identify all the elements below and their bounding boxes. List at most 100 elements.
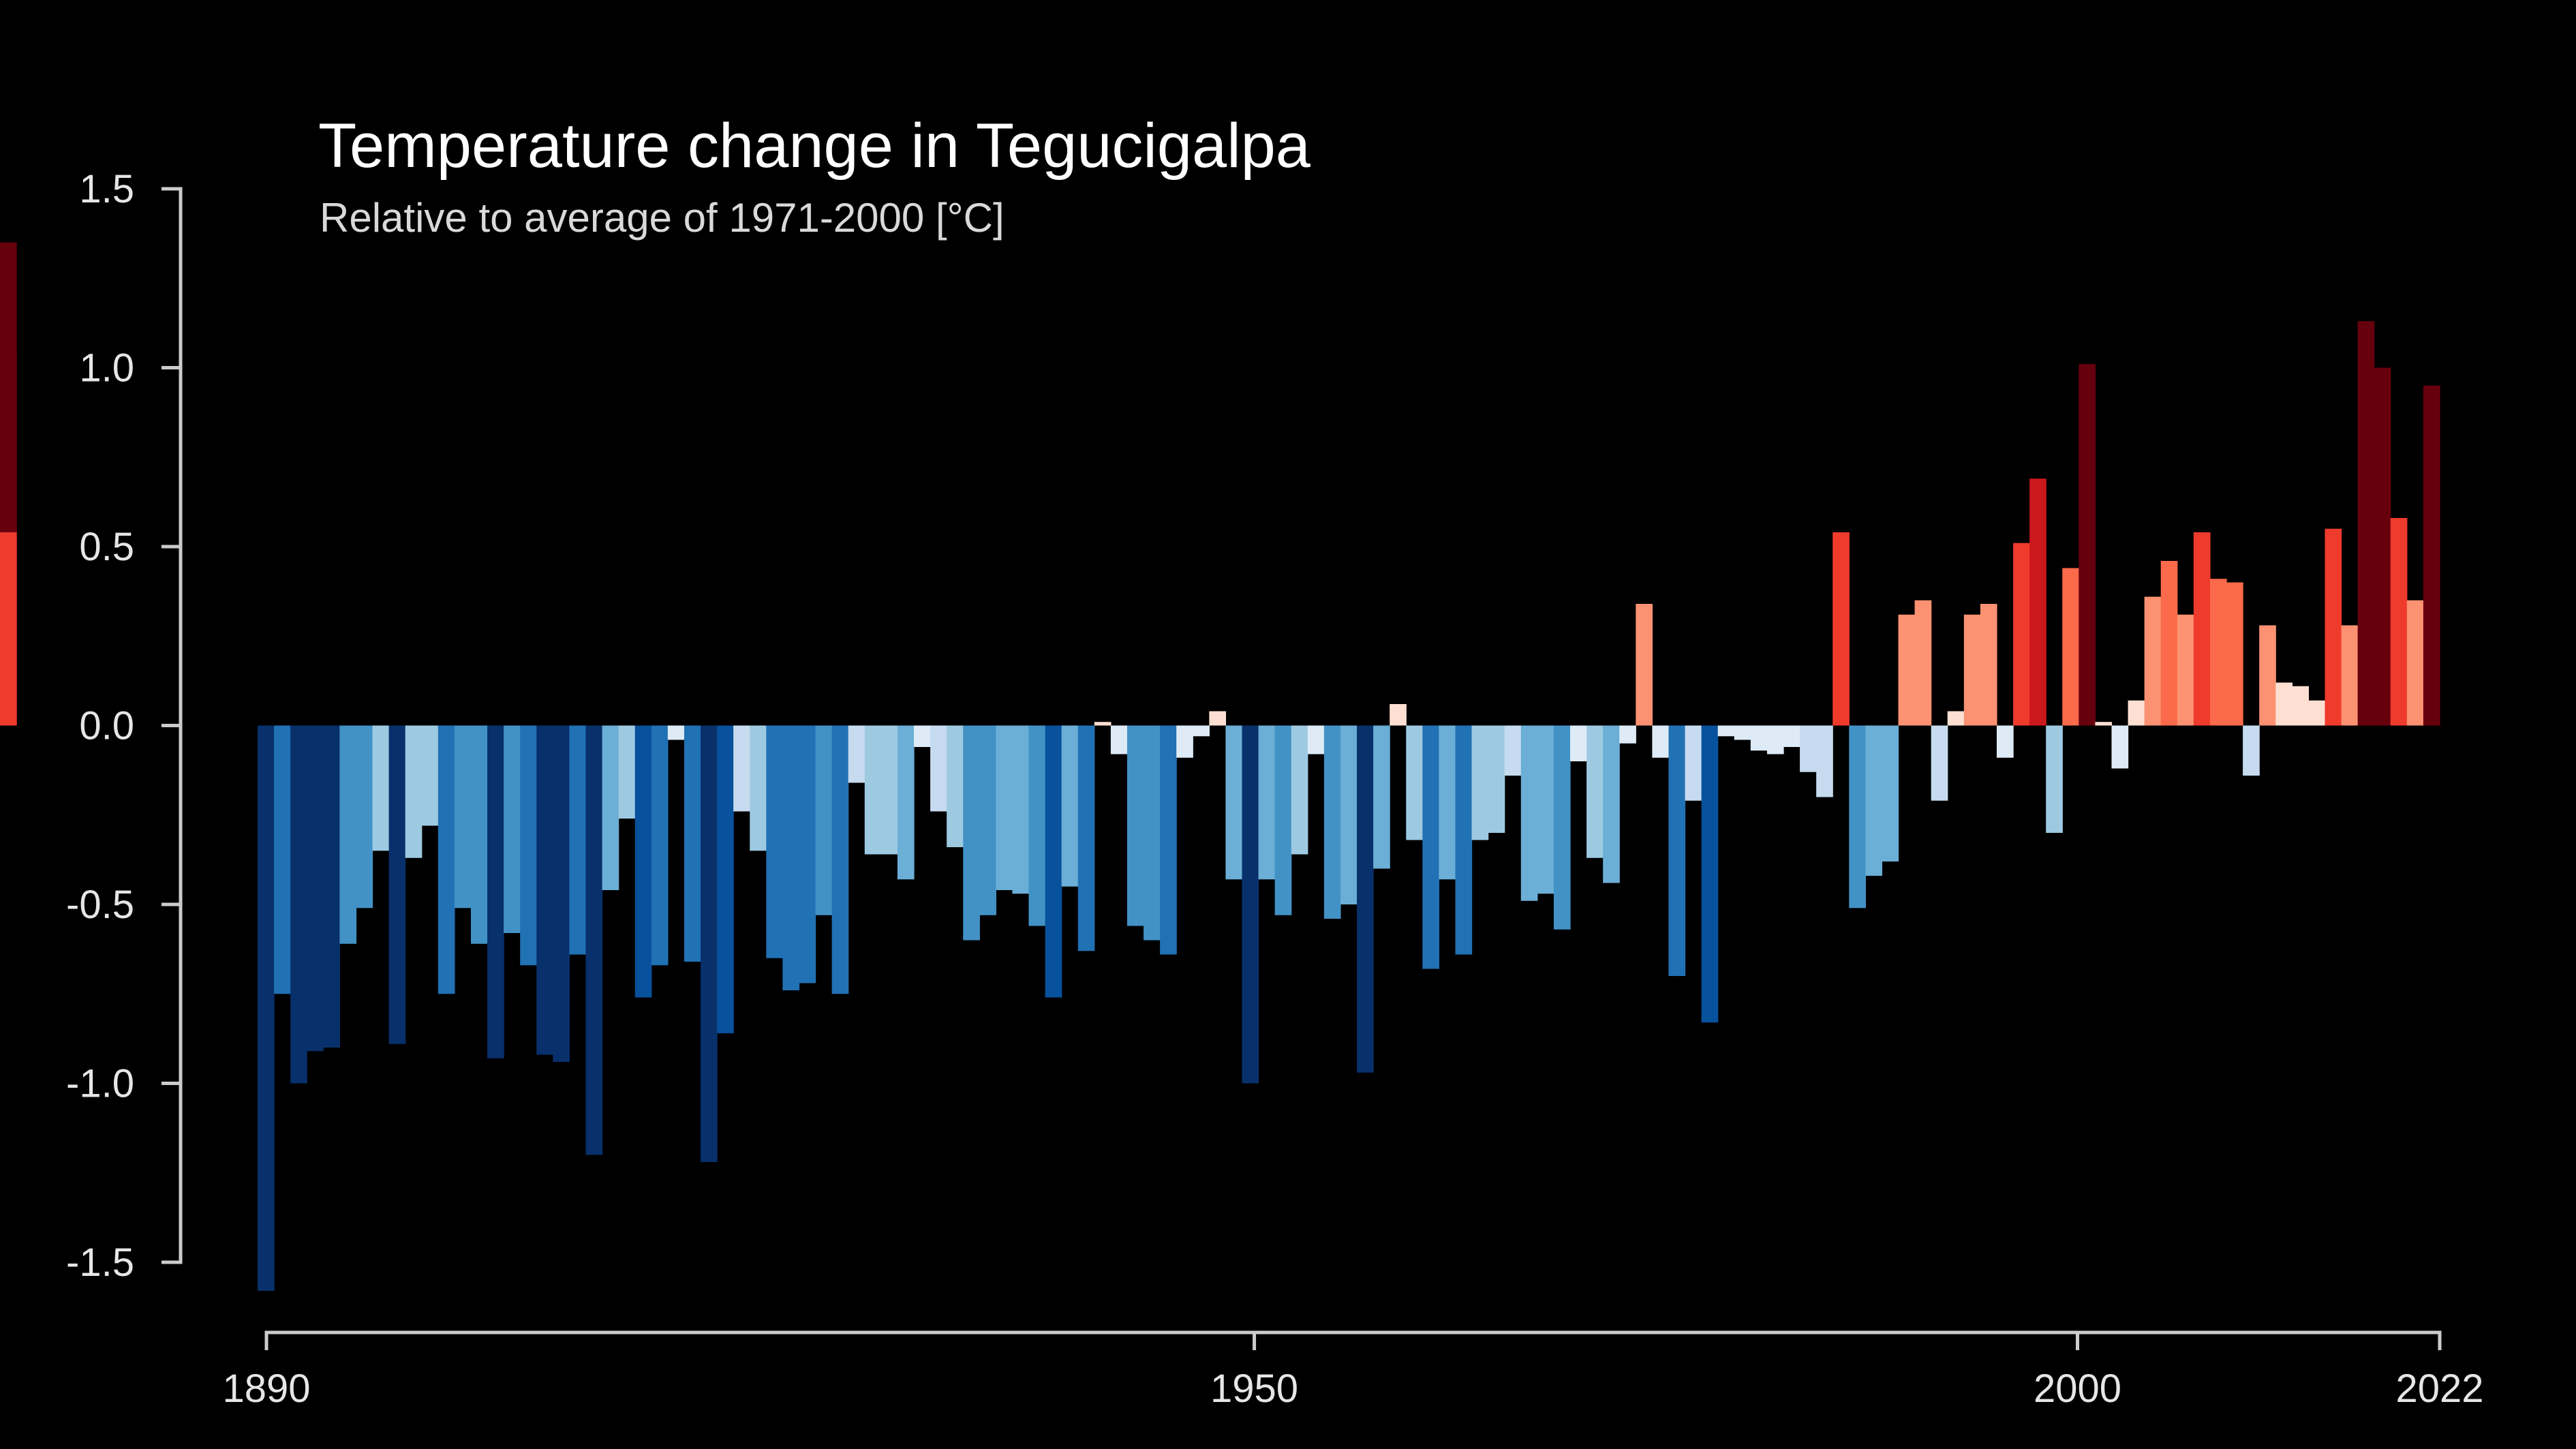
bar-1924 xyxy=(815,725,833,915)
bar-1921 xyxy=(766,725,784,958)
bar-1907 xyxy=(536,725,553,1055)
bar-1980 xyxy=(1734,725,1751,740)
bar-1999 xyxy=(2046,725,2063,833)
bar-1985 xyxy=(1816,725,1833,797)
bar-1933 xyxy=(963,725,980,941)
bar-1898 xyxy=(388,725,406,1044)
bar-2008 xyxy=(2193,532,2211,726)
bar-1959 xyxy=(1390,704,1407,726)
bar-1943 xyxy=(1126,725,1144,926)
bar-2019 xyxy=(2374,367,2391,726)
bar-1952 xyxy=(1274,725,1292,915)
bar-1988 xyxy=(1865,725,1883,876)
bar-1975 xyxy=(1652,725,1670,758)
bar-1982 xyxy=(1766,725,1784,754)
bar-2001 xyxy=(2079,364,2096,726)
bar-1938 xyxy=(1045,725,1062,998)
bar-1910 xyxy=(585,725,603,1155)
bar-1890 xyxy=(258,725,275,1291)
bar-1974 xyxy=(1636,604,1653,726)
bar-1942 xyxy=(1110,725,1128,754)
bar-1893 xyxy=(307,725,324,1052)
bar-1918 xyxy=(717,725,734,1033)
bar-2017 xyxy=(2341,625,2359,726)
x-axis: 1890 1950 2000 2022 xyxy=(222,1330,2484,1411)
bar-1949 xyxy=(1225,725,1243,880)
bar-2018 xyxy=(2357,321,2375,726)
bar-1927 xyxy=(864,725,882,855)
bar-2013 xyxy=(2275,682,2293,726)
bar-1939 xyxy=(1061,725,1079,887)
bar-1986 xyxy=(1833,532,1850,726)
bar-1998 xyxy=(2029,478,2046,726)
bar-1944 xyxy=(1144,725,1161,941)
bar-1914 xyxy=(651,725,669,966)
bar-1916 xyxy=(684,725,701,962)
bar-1984 xyxy=(1800,725,1817,772)
bar-1926 xyxy=(848,725,865,783)
bar-1977 xyxy=(1685,725,1702,801)
bar-1930 xyxy=(914,725,931,747)
bar-1960 xyxy=(1406,725,1423,840)
bar-1936 xyxy=(1012,725,1030,894)
bar-1913 xyxy=(634,725,652,998)
bar-undefined xyxy=(0,532,17,726)
x-tick-label-2022: 2022 xyxy=(2395,1367,2483,1411)
bar-2000 xyxy=(2062,568,2079,726)
y-tick-label--0.5: -0.5 xyxy=(66,883,134,927)
y-tick-label-1.0: 1.0 xyxy=(79,346,134,391)
bar-1987 xyxy=(1849,725,1866,909)
y-axis: 1.5 1.0 0.5 0.0 -0.5 -1.0 -1.5 xyxy=(66,167,183,1285)
bar-1945 xyxy=(1160,725,1177,955)
bar-2007 xyxy=(2177,614,2194,726)
bar-1970 xyxy=(1570,725,1587,761)
y-tick-label-0.0: 0.0 xyxy=(79,704,134,748)
bar-1966 xyxy=(1504,725,1522,776)
bar-1908 xyxy=(553,725,570,1062)
bar-1951 xyxy=(1258,725,1276,880)
bar-1997 xyxy=(2013,543,2030,726)
bar-2020 xyxy=(2390,518,2408,726)
bar-1991 xyxy=(1914,600,1932,726)
bar-1894 xyxy=(323,725,340,1048)
bar-2005 xyxy=(2144,596,2162,726)
bar-1934 xyxy=(979,725,996,915)
bar-1956 xyxy=(1340,725,1358,904)
bar-1919 xyxy=(733,725,750,812)
bar-1931 xyxy=(930,725,947,812)
bar-2015 xyxy=(2308,700,2326,726)
bar-2002 xyxy=(2095,722,2113,726)
bar-2003 xyxy=(2111,725,2129,769)
bar-1899 xyxy=(405,725,423,858)
y-tick-label--1.0: -1.0 xyxy=(66,1062,134,1106)
bar-1941 xyxy=(1094,722,1111,726)
bar-1928 xyxy=(880,725,898,855)
bar-1976 xyxy=(1668,725,1686,976)
bar-2004 xyxy=(2128,700,2145,726)
bar-1962 xyxy=(1439,725,1456,880)
bar-1906 xyxy=(520,725,537,966)
bar-1950 xyxy=(1242,725,1259,1084)
y-tick-label-1.5: 1.5 xyxy=(79,167,134,211)
bar-1995 xyxy=(1980,604,1997,726)
bar-1968 xyxy=(1537,725,1554,894)
bar-1905 xyxy=(504,725,521,933)
bar-series xyxy=(0,242,2440,1291)
bar-2012 xyxy=(2259,625,2276,726)
bar-2022 xyxy=(2423,385,2440,726)
bar-1946 xyxy=(1176,725,1193,758)
bar-1953 xyxy=(1291,725,1308,855)
bar-1929 xyxy=(897,725,915,880)
bar-1958 xyxy=(1373,725,1390,869)
bar-2006 xyxy=(2160,561,2178,726)
bar-1915 xyxy=(667,725,685,740)
bar-2011 xyxy=(2243,725,2260,776)
bar-1922 xyxy=(782,725,800,990)
bar-1961 xyxy=(1422,725,1440,969)
y-tick-label--1.5: -1.5 xyxy=(66,1240,134,1285)
bar-1993 xyxy=(1947,711,1965,726)
bar-1940 xyxy=(1077,725,1095,951)
bar-1954 xyxy=(1307,725,1325,754)
bar-1989 xyxy=(1882,725,1899,861)
